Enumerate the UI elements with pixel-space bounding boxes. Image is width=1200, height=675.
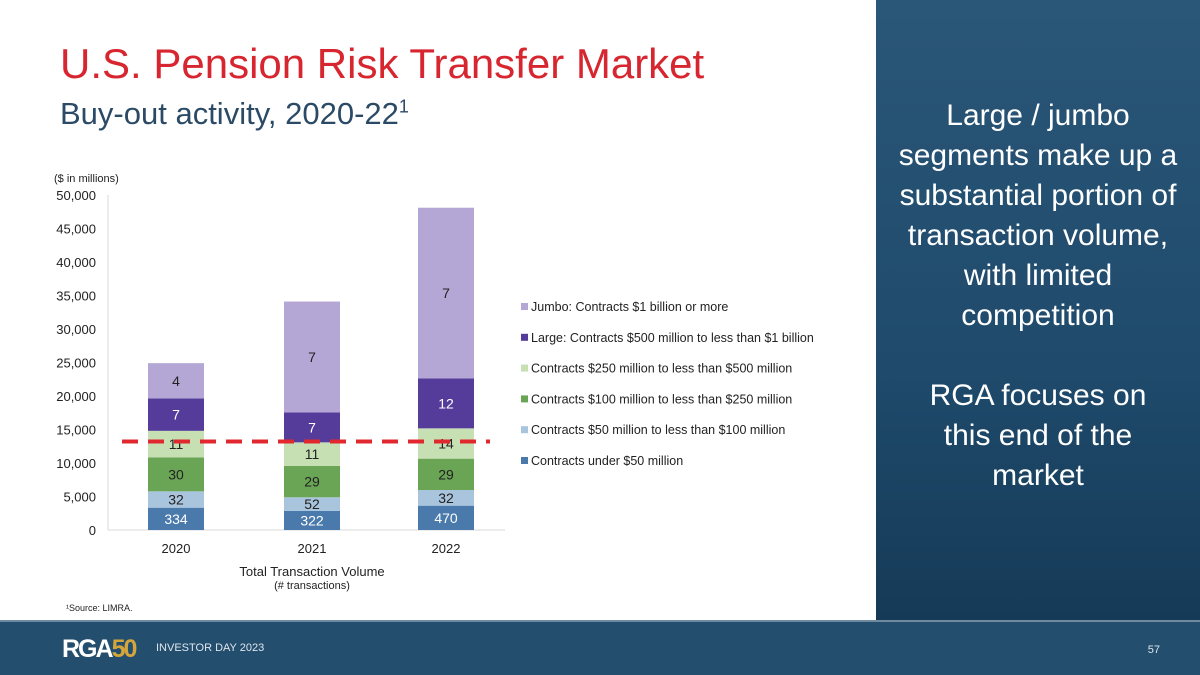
legend-swatch [521, 395, 528, 403]
footer: RGA50 INVESTOR DAY 2023 57 [0, 620, 1200, 675]
footer-event: INVESTOR DAY 2023 [156, 642, 265, 654]
side-text-2: RGA focuses on this end of the market [929, 379, 1147, 492]
legend-label: Contracts $250 million to less than $500… [531, 362, 792, 376]
y-tick-label: 50,000 [56, 188, 96, 203]
legend-label: Contracts $50 million to less than $100 … [531, 423, 785, 437]
y-tick-label: 20,000 [56, 389, 96, 404]
data-label: 12 [438, 395, 454, 411]
x-tick-label: 2021 [298, 541, 327, 556]
side-panel: Large / jumbo segments make up a substan… [876, 0, 1200, 620]
legend-label: Contracts under $50 million [531, 454, 683, 468]
page-number: 57 [1147, 644, 1160, 656]
bar-segment [284, 412, 340, 443]
data-label: 7 [172, 407, 180, 423]
y-tick-label: 25,000 [56, 356, 96, 371]
data-label: 52 [304, 496, 320, 512]
y-tick-label: 35,000 [56, 289, 96, 304]
data-label: 11 [169, 436, 184, 452]
data-label: 32 [438, 490, 454, 506]
legend-label: Contracts $100 million to less than $250… [531, 392, 792, 406]
data-label: 7 [308, 419, 316, 435]
data-label: 11 [305, 446, 320, 462]
unit-label: ($ in millions) [54, 173, 119, 185]
data-label: 7 [442, 285, 450, 301]
bar-segment [418, 378, 474, 429]
data-label: 29 [438, 466, 454, 482]
x-axis-subtitle: (# transactions) [274, 580, 350, 592]
legend-swatch [521, 364, 528, 372]
data-label: 4 [172, 373, 180, 389]
bar-segment [148, 430, 204, 458]
y-tick-label: 30,000 [56, 322, 96, 337]
legend-label: Large: Contracts $500 million to less th… [531, 331, 814, 345]
y-tick-label: 5,000 [63, 490, 96, 505]
legend-swatch [521, 303, 528, 310]
bar-segment [148, 491, 204, 508]
data-label: 322 [300, 512, 324, 528]
bar-segment [284, 510, 340, 530]
bar-segment [418, 505, 474, 530]
bar-segment [148, 363, 204, 399]
data-label: 7 [308, 349, 316, 365]
y-tick-label: 40,000 [56, 255, 96, 270]
footnote-marker: 1 [398, 96, 409, 117]
slide-subtitle: Buy-out activity, 2020-221 [60, 96, 409, 132]
bar-segment [284, 466, 340, 498]
bar-segment [284, 497, 340, 511]
data-label: 32 [168, 492, 184, 508]
x-tick-label: 2020 [162, 541, 191, 556]
y-tick-label: 10,000 [56, 456, 96, 471]
data-label: 30 [168, 466, 184, 482]
data-label: 29 [304, 474, 320, 490]
bar-segment [284, 301, 340, 413]
legend-swatch [521, 457, 528, 464]
legend-swatch [521, 333, 528, 341]
rga-logo: RGA50 [62, 635, 137, 663]
y-tick-label: 45,000 [56, 222, 96, 237]
y-tick-label: 15,000 [56, 423, 96, 438]
x-axis-title: Total Transaction Volume [239, 564, 384, 579]
legend-swatch [521, 426, 528, 434]
source-note: ¹Source: LIMRA. [66, 603, 133, 613]
bar-segment [284, 442, 340, 467]
subtitle-text: Buy-out activity, 2020-22 [60, 96, 399, 131]
bar-segment [418, 458, 474, 491]
y-tick-label: 0 [89, 523, 96, 538]
stacked-bar-chart: ($ in millions) 0 5,000 10,000 15,000 20,000 2… [54, 173, 814, 592]
side-text-1: Large / jumbo segments make up a substan… [898, 99, 1178, 332]
bar-segment [418, 207, 474, 379]
data-label: 334 [164, 511, 188, 527]
data-label: 470 [434, 510, 458, 526]
bar-segment [148, 398, 204, 431]
x-tick-label: 2022 [432, 541, 461, 556]
bar-segment [148, 507, 204, 530]
bar-segment [418, 490, 474, 506]
slide-title: U.S. Pension Risk Transfer Market [60, 40, 705, 87]
bar-segment [148, 457, 204, 492]
legend-label: Jumbo: Contracts $1 billion or more [531, 300, 728, 314]
